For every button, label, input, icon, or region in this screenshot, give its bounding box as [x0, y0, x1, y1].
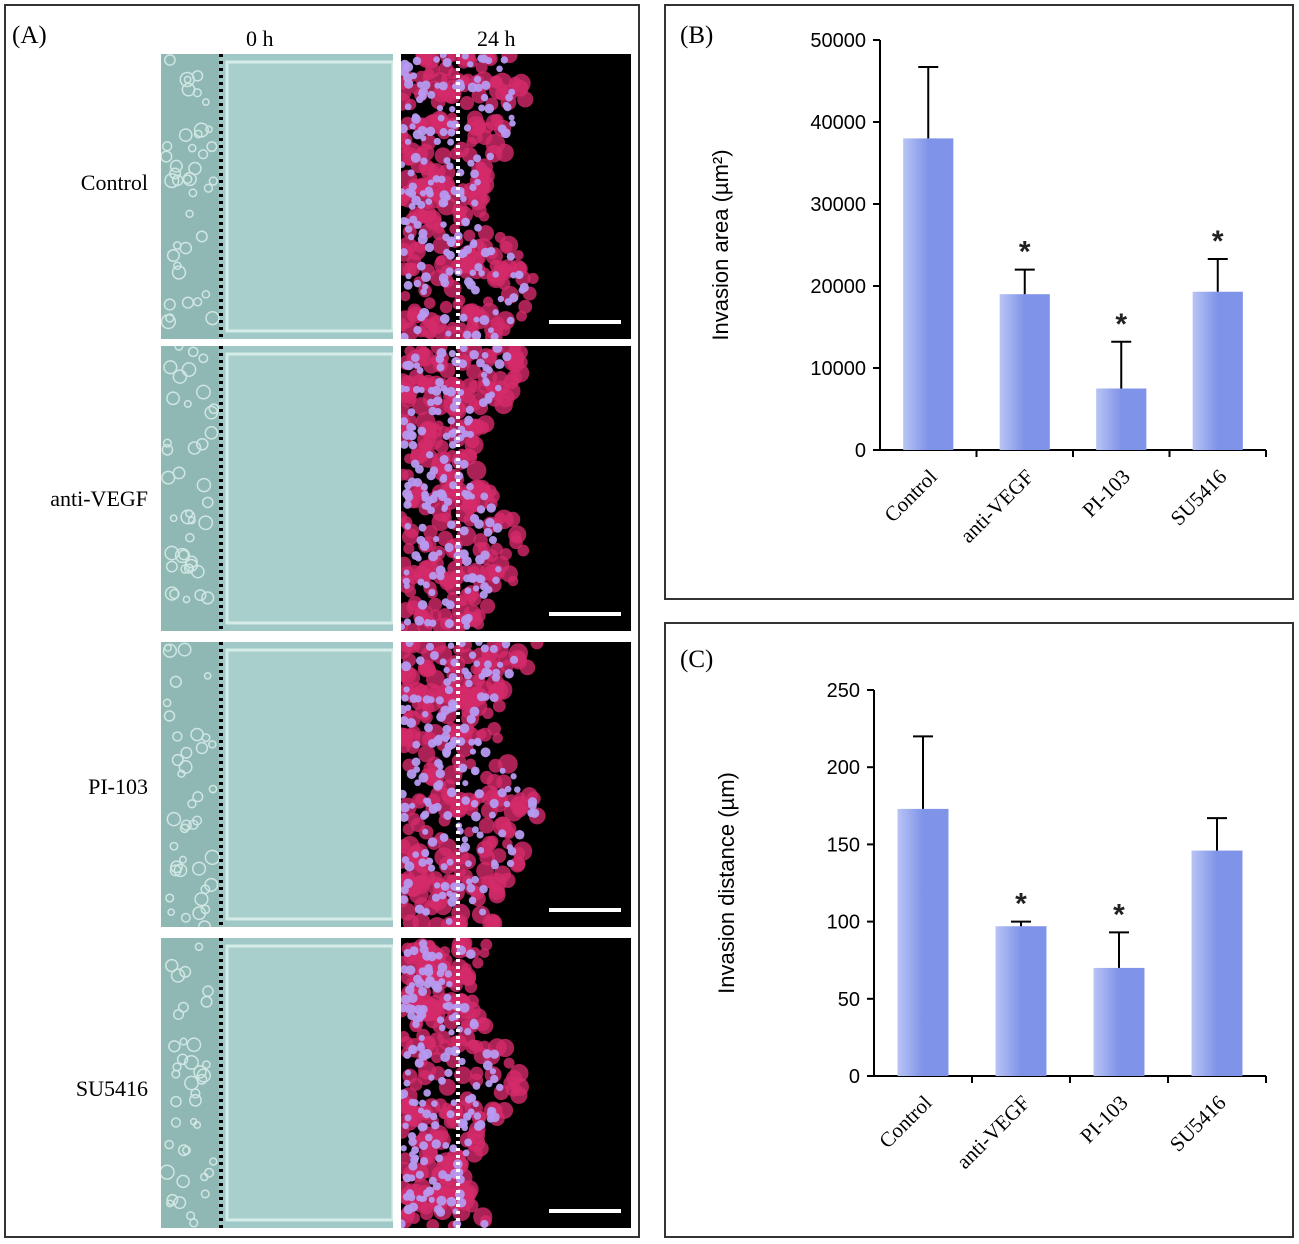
fluorescence-image-control — [401, 54, 631, 339]
bar-su5416 — [1191, 850, 1243, 1076]
row-label-pi-103: PI-103 — [88, 774, 148, 799]
x-tick-label: Control — [879, 464, 941, 526]
bar-control — [897, 808, 949, 1076]
significance-marker: * — [1019, 236, 1031, 269]
y-tick-label: 0 — [855, 440, 866, 462]
invasion-area-chart: 0 10000 20000 30000 40000 50000 Invasion area … — [708, 30, 1267, 548]
bar-su5416 — [1192, 291, 1243, 450]
bar-anti-vegf — [995, 926, 1047, 1076]
phase-image-pi-103 — [161, 642, 393, 927]
x-tick-label: anti-VEGF — [955, 465, 1038, 548]
y-tick-label: 50 — [838, 989, 860, 1011]
significance-marker: * — [1115, 308, 1127, 341]
invasion-distance-chart: 0 50 100 150 200 250 Invasion distance (µm) Con… — [714, 680, 1267, 1174]
x-tick-label: Control — [874, 1090, 936, 1152]
y-tick-label: 10000 — [810, 358, 866, 380]
panel-label-b: (B) — [680, 22, 714, 49]
y-tick-label: 200 — [827, 757, 860, 779]
y-tick-label: 0 — [849, 1066, 860, 1088]
fluorescence-image-su5416 — [401, 938, 631, 1228]
panel-b: (B) 0 10000 20000 30000 40000 50000 Invasion a… — [664, 4, 1294, 600]
phase-image-anti-vegf — [161, 346, 393, 631]
fluorescence-image-anti-vegf — [401, 346, 631, 631]
panel-a: (A) 0 h 24 h Control anti-VEGF PI-103 SU… — [4, 4, 640, 1238]
column-label-24h: 24 h — [477, 26, 516, 51]
y-tick-label: 250 — [827, 680, 860, 702]
significance-marker: * — [1212, 225, 1224, 258]
bar-control — [903, 138, 954, 450]
x-tick-label: SU5416 — [1165, 1091, 1231, 1157]
y-axis-label: Invasion distance (µm) — [714, 772, 739, 994]
x-tick-label: PI-103 — [1077, 465, 1134, 522]
significance-marker: * — [1015, 888, 1027, 921]
panel-label-c: (C) — [680, 646, 714, 673]
row-label-anti-vegf: anti-VEGF — [50, 486, 148, 511]
fluorescence-image-pi-103 — [401, 642, 631, 927]
bar-anti-vegf — [999, 294, 1050, 450]
y-tick-label: 50000 — [810, 30, 866, 52]
column-label-0h: 0 h — [246, 26, 274, 51]
bar-pi-103 — [1096, 388, 1147, 450]
y-tick-label: 20000 — [810, 276, 866, 298]
row-label-control: Control — [80, 170, 148, 195]
y-tick-label: 30000 — [810, 194, 866, 216]
bar-pi-103 — [1093, 967, 1145, 1076]
row-label-su5416: SU5416 — [75, 1076, 148, 1101]
panel-label-a: (A) — [12, 22, 47, 49]
panel-c: (C) 0 50 100 150 200 250 Invasion distance (µm… — [664, 622, 1294, 1238]
y-tick-label: 40000 — [810, 112, 866, 134]
significance-marker: * — [1113, 898, 1125, 931]
y-tick-label: 100 — [827, 912, 860, 934]
x-tick-label: SU5416 — [1166, 465, 1232, 531]
phase-image-su5416 — [161, 938, 393, 1228]
x-tick-label: anti-VEGF — [952, 1091, 1035, 1174]
phase-image-control — [161, 54, 393, 339]
x-tick-label: PI-103 — [1075, 1091, 1132, 1148]
y-tick-label: 150 — [827, 834, 860, 856]
y-axis-label: Invasion area (µm²) — [708, 149, 733, 340]
